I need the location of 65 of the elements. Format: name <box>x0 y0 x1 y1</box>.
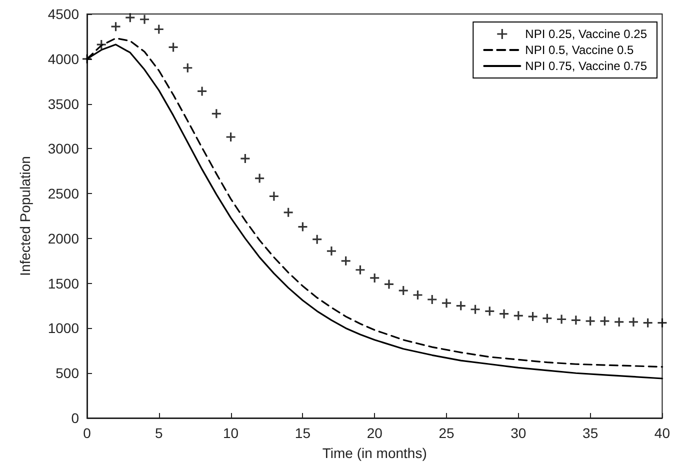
y-tick-label: 2000 <box>48 230 80 246</box>
point <box>398 285 409 296</box>
point <box>297 221 308 232</box>
y-tick-label: 3000 <box>48 140 80 157</box>
y-tick-label: 1000 <box>48 320 80 336</box>
point <box>110 21 122 32</box>
point <box>642 318 654 328</box>
y-tick-label: 4000 <box>48 50 80 67</box>
point <box>384 278 394 290</box>
y-tick-label: 3500 <box>48 96 80 112</box>
point <box>326 246 337 256</box>
y-tick-label: 500 <box>56 365 80 382</box>
point <box>441 298 452 308</box>
x-tick-label: 40 <box>654 425 670 441</box>
x-tick-label: 35 <box>582 425 598 441</box>
point <box>470 304 481 315</box>
point <box>268 190 280 202</box>
point <box>614 316 624 328</box>
x-tick-label: 30 <box>510 425 526 441</box>
y-tick-label: 1500 <box>48 275 80 292</box>
x-tick-label: 10 <box>223 425 239 441</box>
legend-label: NPI 0.25, Vaccine 0.25 <box>525 27 648 41</box>
point <box>139 14 150 25</box>
point <box>556 314 567 325</box>
y-tick-label: 4500 <box>48 6 80 22</box>
x-tick-label: 15 <box>294 425 311 441</box>
point <box>570 314 582 326</box>
point <box>513 310 524 321</box>
point <box>585 316 596 326</box>
y-tick-label: 2500 <box>48 186 80 202</box>
point <box>312 234 322 245</box>
point <box>412 290 424 300</box>
point <box>211 108 222 119</box>
x-axis-title: Time (in months) <box>322 445 427 461</box>
point <box>542 313 552 324</box>
point <box>254 172 265 184</box>
point <box>340 256 352 266</box>
point <box>168 42 179 53</box>
point <box>283 207 294 218</box>
point <box>456 300 466 312</box>
point <box>599 316 610 326</box>
point <box>182 62 193 74</box>
x-tick-label: 25 <box>438 425 455 441</box>
y-tick-label: 0 <box>71 410 80 426</box>
x-tick-label: 0 <box>83 425 92 441</box>
x-tick-label: 5 <box>155 425 164 441</box>
point <box>240 153 250 164</box>
point <box>656 318 668 328</box>
point <box>527 311 538 322</box>
point <box>82 54 92 64</box>
point <box>226 132 236 142</box>
legend-label: NPI 0.5, Vaccine 0.5 <box>525 43 634 57</box>
y-axis-title: Infected Population <box>17 156 33 276</box>
point <box>354 264 366 276</box>
point <box>154 24 164 35</box>
point <box>628 316 639 328</box>
point <box>96 39 107 50</box>
x-tick-label: 20 <box>366 425 383 441</box>
legend-label: NPI 0.75, Vaccine 0.75 <box>525 59 648 73</box>
point <box>196 86 208 97</box>
point <box>426 294 438 305</box>
point <box>124 12 136 23</box>
point <box>484 306 495 316</box>
point <box>369 272 380 284</box>
point <box>498 308 510 320</box>
